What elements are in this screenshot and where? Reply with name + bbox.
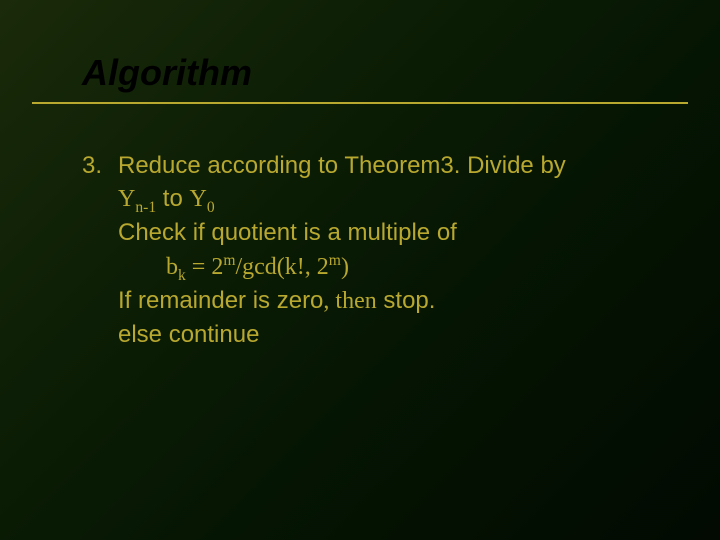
math-Y2: Y xyxy=(190,186,207,212)
math-sub-0: 0 xyxy=(207,199,215,216)
math-eq2: = 2 xyxy=(186,254,224,280)
math-sub-k: k xyxy=(178,266,186,283)
math-close: ) xyxy=(341,254,349,280)
math-sup-m1: m xyxy=(223,252,235,269)
line-5: If remainder is zero, then stop. xyxy=(118,285,660,317)
math-sup-m2: m xyxy=(329,252,341,269)
math-Y1: Y xyxy=(118,186,135,212)
math-b: b xyxy=(166,254,178,280)
line-6: else continue xyxy=(118,319,660,350)
math-sub-n1: n-1 xyxy=(135,199,156,216)
list-item-3: 3. Reduce according to Theorem3. Divide … xyxy=(82,150,660,352)
list-body: Reduce according to Theorem3. Divide by … xyxy=(118,150,660,352)
slide-title: Algorithm xyxy=(82,52,252,94)
line-1: Reduce according to Theorem3. Divide by xyxy=(118,150,660,181)
math-gcd: /gcd(k!, 2 xyxy=(235,254,328,280)
line-4: bk = 2m/gcd(k!, 2m) xyxy=(118,251,660,283)
line-2: Yn-1 to Y0 xyxy=(118,183,660,215)
text-then: , then xyxy=(323,288,376,314)
title-underline xyxy=(32,102,688,104)
text-if-remainder: If remainder is zero xyxy=(118,287,323,314)
list-number: 3. xyxy=(82,150,118,352)
text-to: to xyxy=(156,185,189,212)
slide: Algorithm 3. Reduce according to Theorem… xyxy=(0,0,720,540)
slide-content: 3. Reduce according to Theorem3. Divide … xyxy=(82,150,660,352)
text-stop: stop. xyxy=(377,287,436,314)
line-3: Check if quotient is a multiple of xyxy=(118,217,660,248)
